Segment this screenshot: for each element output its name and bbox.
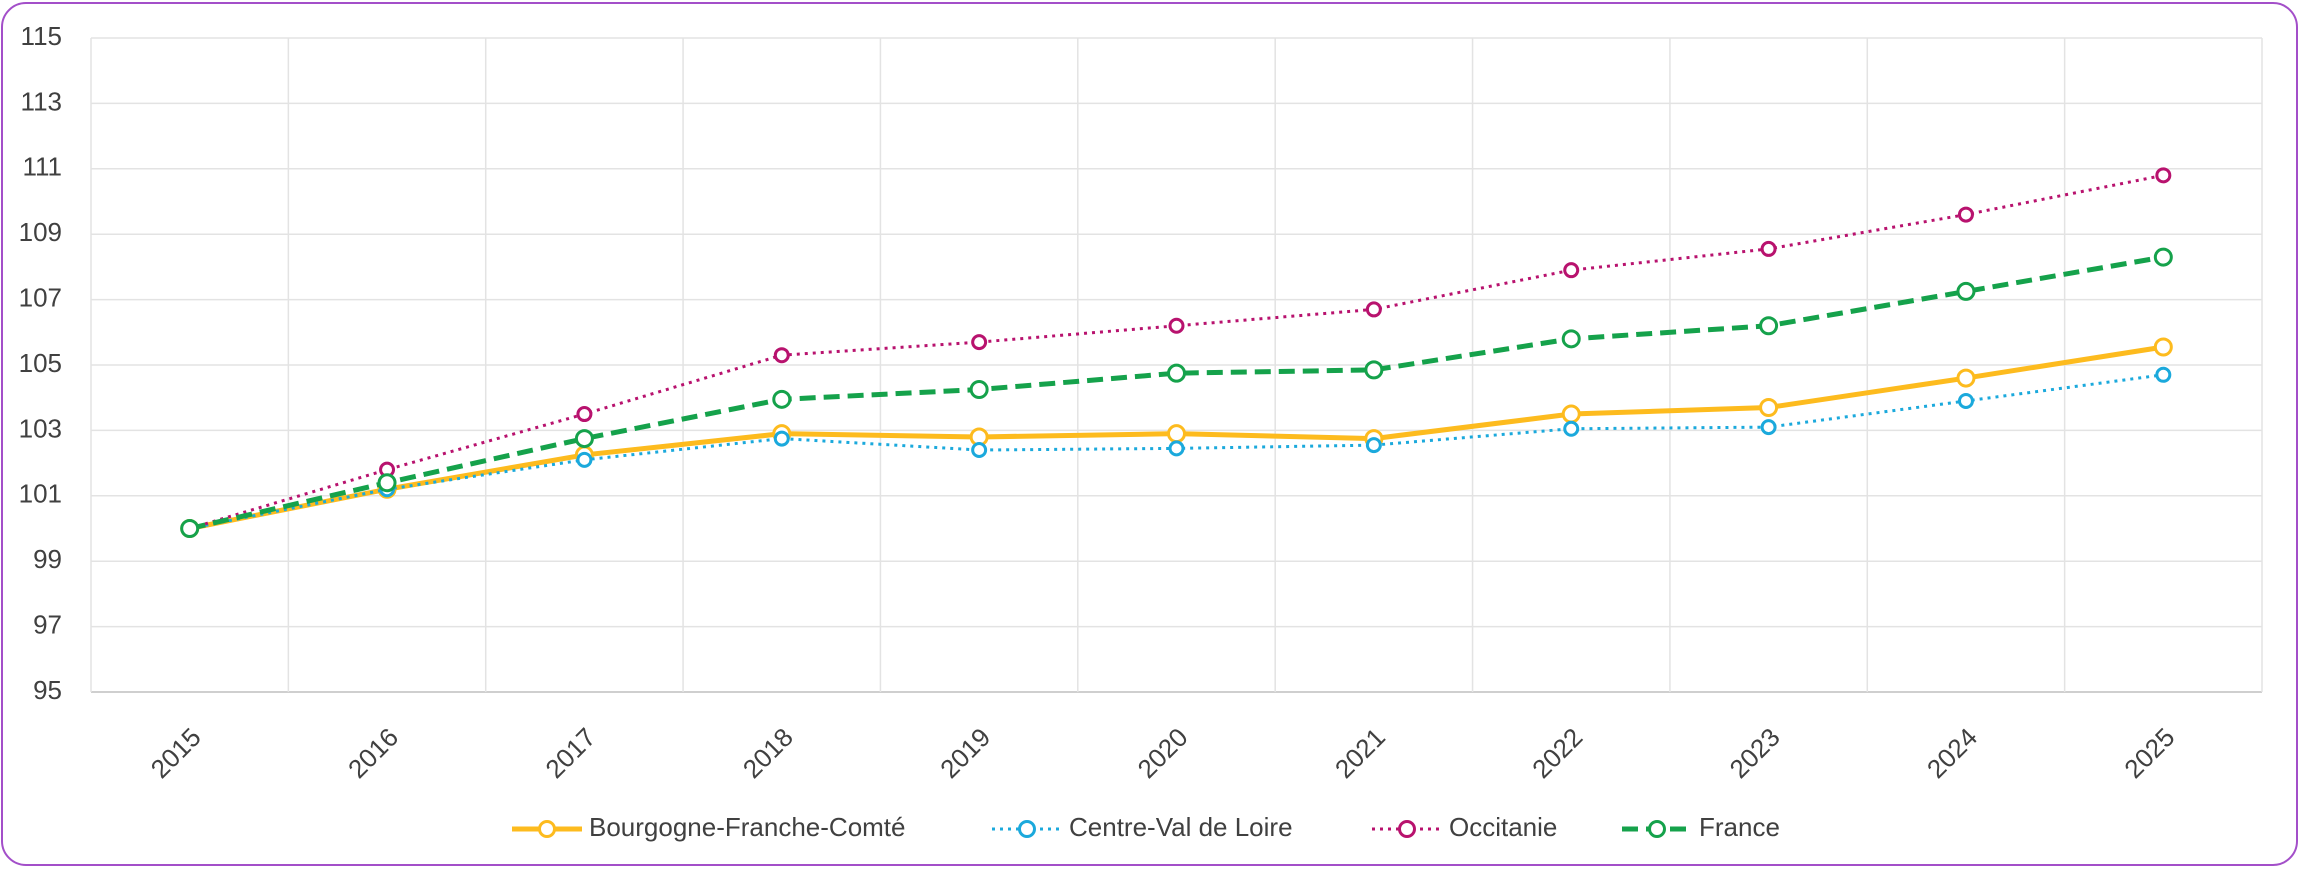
y-tick-label: 113 xyxy=(21,86,62,116)
y-tick-label: 111 xyxy=(22,152,62,182)
series-marker xyxy=(1364,360,1384,380)
series-marker xyxy=(1563,420,1580,437)
legend-label: Occitanie xyxy=(1449,812,1557,842)
series-marker xyxy=(377,473,397,493)
legend-marker xyxy=(1648,820,1666,838)
series-marker xyxy=(576,406,593,423)
series-marker xyxy=(773,430,790,447)
series-marker xyxy=(2155,167,2172,184)
series-marker xyxy=(1167,363,1186,383)
series-marker xyxy=(773,347,790,364)
legend-label: Centre-Val de Loire xyxy=(1069,812,1293,842)
series-marker xyxy=(1957,206,1974,223)
y-tick-label: 115 xyxy=(21,21,62,51)
y-tick-label: 95 xyxy=(33,675,62,705)
series-marker xyxy=(2155,366,2172,383)
series-marker xyxy=(2153,337,2173,357)
series-marker xyxy=(1563,262,1580,279)
legend-label: Bourgogne-Franche-Comté xyxy=(589,812,906,842)
legend-marker xyxy=(538,820,556,838)
y-tick-label: 101 xyxy=(19,479,62,509)
series-marker xyxy=(1760,419,1777,436)
series-marker xyxy=(1168,440,1185,457)
series-marker xyxy=(1956,281,1976,301)
y-tick-label: 109 xyxy=(19,217,62,247)
y-tick-label: 105 xyxy=(19,348,62,378)
series-marker xyxy=(1561,329,1581,349)
series-marker xyxy=(1561,404,1581,424)
y-tick-label: 99 xyxy=(33,544,62,574)
series-marker xyxy=(180,519,200,538)
y-tick-label: 103 xyxy=(19,413,62,443)
series-marker xyxy=(1759,316,1779,336)
y-tick-label: 97 xyxy=(33,609,62,639)
series-marker xyxy=(1956,368,1976,388)
legend-label: France xyxy=(1699,812,1780,842)
series-marker xyxy=(772,389,792,409)
series-marker xyxy=(971,442,988,459)
series-marker xyxy=(1365,301,1382,318)
series-marker xyxy=(2153,247,2173,267)
y-tick-label: 107 xyxy=(19,282,62,312)
series-marker xyxy=(1759,398,1779,418)
series-marker xyxy=(1760,240,1777,257)
series-line xyxy=(189,254,2164,531)
legend-marker xyxy=(1018,820,1036,838)
series-marker xyxy=(1957,392,1974,409)
series-marker xyxy=(1167,424,1186,444)
series-marker xyxy=(969,380,989,400)
series-marker xyxy=(1365,437,1382,454)
series-marker xyxy=(574,429,594,449)
legend-marker xyxy=(1398,820,1416,838)
series-marker xyxy=(971,334,988,351)
series-marker xyxy=(1168,317,1185,334)
series-marker xyxy=(576,451,593,468)
